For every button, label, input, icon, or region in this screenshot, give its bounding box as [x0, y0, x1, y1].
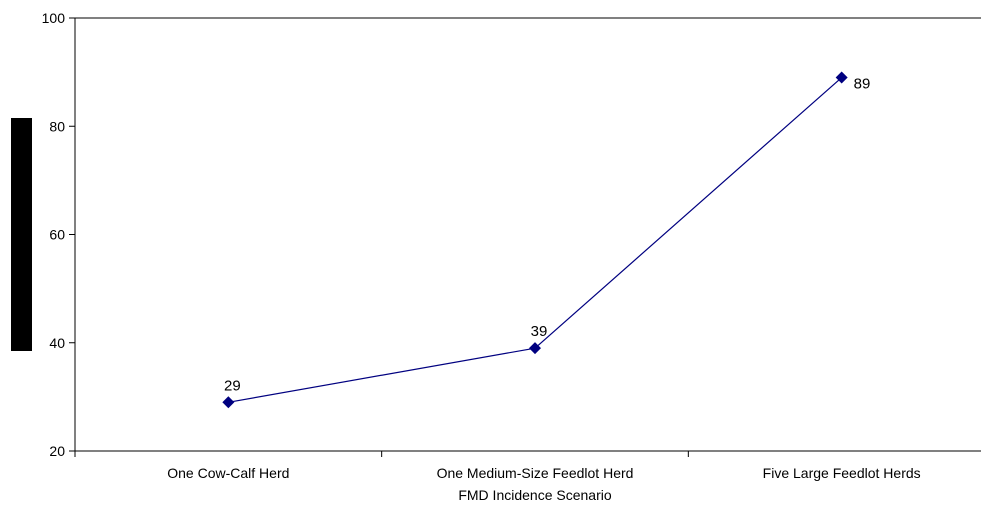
y-axis-ticks: 20 40 60 80 100: [42, 10, 75, 459]
series-layer: 29 39 89: [222, 71, 871, 409]
x-tick-label: One Medium-Size Feedlot Herd: [437, 465, 634, 481]
x-axis-ticks: One Cow-Calf Herd One Medium-Size Feedlot…: [74, 451, 921, 481]
data-point-marker: [222, 396, 235, 409]
data-label: 29: [224, 377, 241, 394]
data-label: 89: [854, 76, 871, 93]
data-label: 39: [531, 323, 548, 340]
data-point-marker: [529, 342, 541, 355]
y-tick-label: 60: [49, 227, 65, 243]
data-point-marker: [835, 71, 848, 84]
x-tick-label: Five Large Feedlot Herds: [763, 465, 921, 481]
y-tick-label: 80: [49, 118, 65, 134]
y-tick-label: 20: [49, 443, 65, 459]
y-tick-label: 40: [49, 335, 65, 351]
x-axis-title: FMD Incidence Scenario: [458, 487, 612, 503]
ylabel-redaction-bar: [11, 118, 32, 351]
y-tick-label: 100: [42, 10, 66, 26]
x-tick-label: One Cow-Calf Herd: [167, 465, 289, 481]
